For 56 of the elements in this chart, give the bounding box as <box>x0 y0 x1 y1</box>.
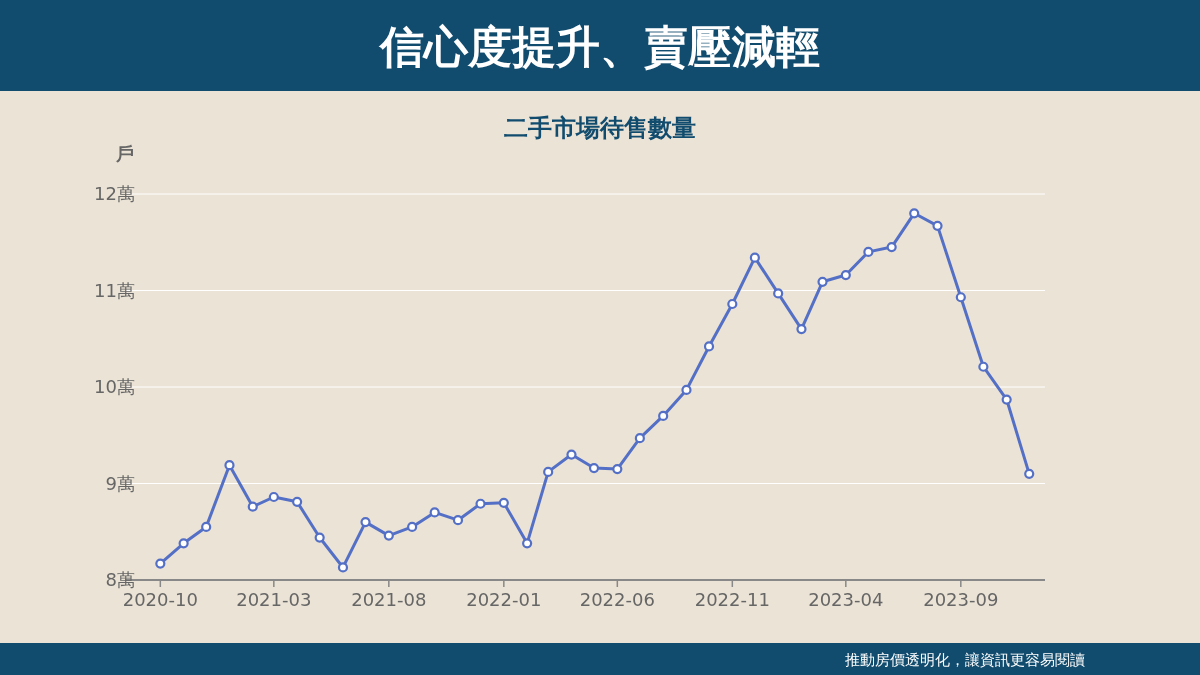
y-tick-label: 11萬 <box>94 279 135 301</box>
point <box>155 558 166 569</box>
point <box>727 298 738 310</box>
point <box>955 292 966 303</box>
point <box>407 521 418 533</box>
x-tick-label: 2020-10 <box>122 589 198 610</box>
y-tick-label: 9萬 <box>105 472 135 494</box>
point <box>1024 468 1035 479</box>
point <box>429 507 440 518</box>
x-tick-label: 2023-09 <box>923 589 999 610</box>
x-tick-label: 2022-06 <box>579 589 655 610</box>
x-tick-label: 2022-11 <box>694 589 770 610</box>
point <box>703 341 715 352</box>
point <box>201 521 212 533</box>
point <box>932 220 943 231</box>
point <box>383 530 394 541</box>
y-axis-title: 戶 <box>115 143 134 164</box>
point <box>452 515 464 526</box>
point <box>634 433 645 444</box>
point <box>360 517 371 528</box>
x-tick-label: 2021-03 <box>236 589 312 610</box>
point <box>796 324 807 335</box>
point <box>247 501 258 512</box>
chart-subtitle: 二手市場待售數量 <box>504 114 696 142</box>
y-tick-label: 8萬 <box>105 569 135 590</box>
point <box>498 497 509 508</box>
point <box>978 361 989 372</box>
point <box>612 463 623 475</box>
point <box>658 410 669 422</box>
point <box>314 532 325 543</box>
x-tick-label: 2022-01 <box>466 589 542 610</box>
x-tick-label: 2021-08 <box>351 589 427 610</box>
chart-title: 信心度提升、賣壓減輕 <box>378 21 820 72</box>
point <box>337 562 349 573</box>
point <box>588 462 600 474</box>
point <box>1001 394 1012 405</box>
point <box>292 496 303 507</box>
point <box>817 276 828 287</box>
point <box>475 498 486 509</box>
point <box>863 246 874 257</box>
x-tick-label: 2023-04 <box>808 589 884 610</box>
point <box>909 208 920 219</box>
point <box>773 288 784 299</box>
point <box>681 384 692 395</box>
y-tick-label: 10萬 <box>94 376 135 397</box>
point <box>566 449 577 460</box>
point <box>749 252 760 263</box>
point <box>886 241 897 253</box>
y-tick-label: 12萬 <box>94 183 135 204</box>
point <box>543 466 554 478</box>
point <box>268 491 279 503</box>
text: 推動房價透明化，讓資訊更容易閱讀 <box>845 651 1085 669</box>
point <box>178 538 189 549</box>
point <box>522 538 533 549</box>
point <box>840 269 851 281</box>
point <box>224 460 235 471</box>
